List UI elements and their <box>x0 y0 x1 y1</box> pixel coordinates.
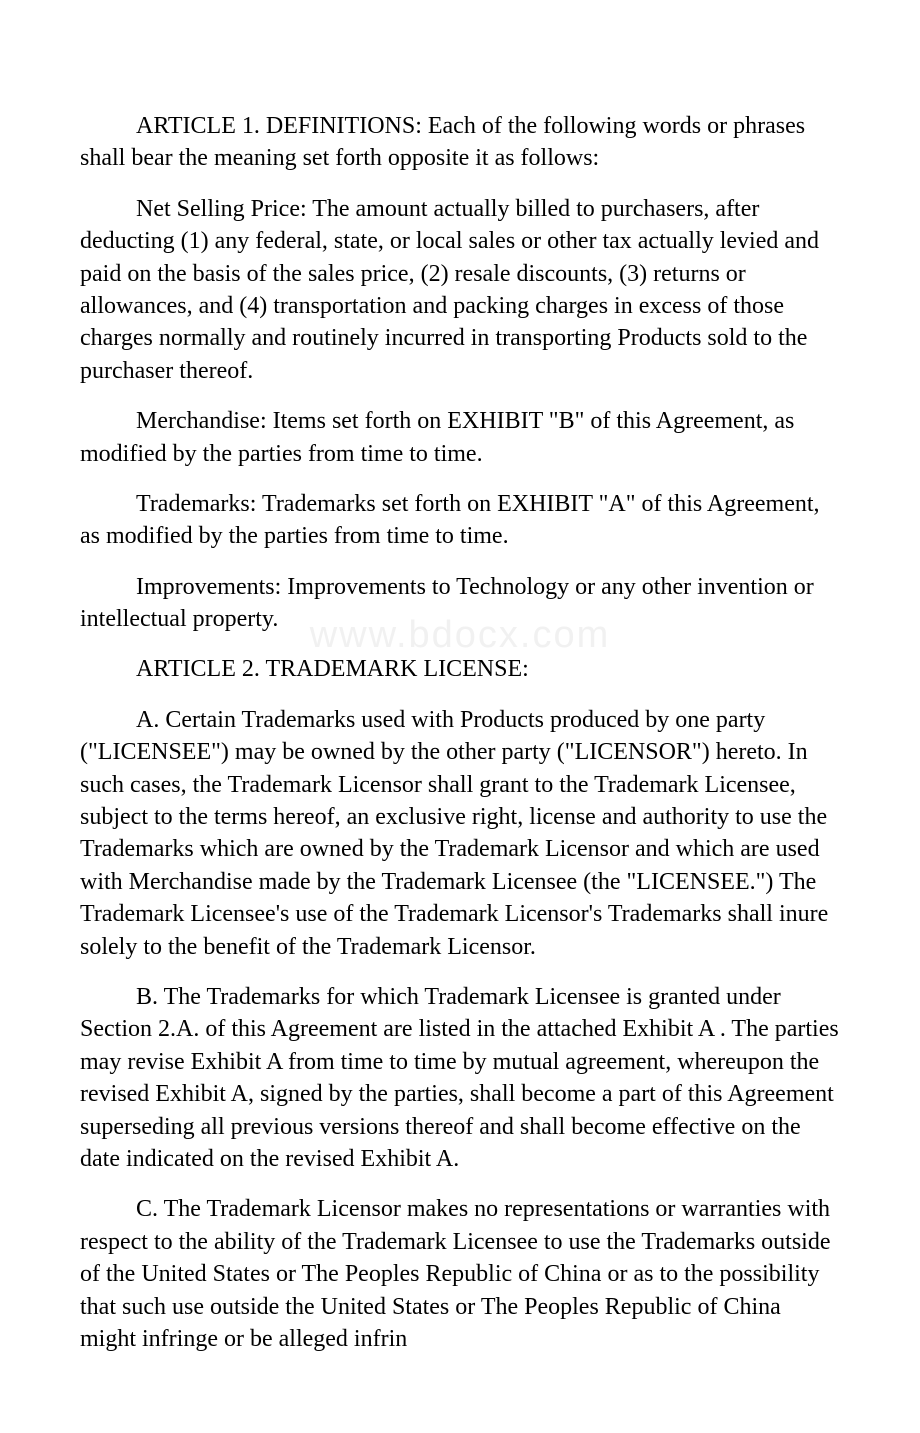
paragraph-merchandise: Merchandise: Items set forth on EXHIBIT … <box>80 405 840 470</box>
paragraph-article-2-trademark-license: ARTICLE 2. TRADEMARK LICENSE: <box>80 653 840 685</box>
paragraph-net-selling-price: Net Selling Price: The amount actually b… <box>80 193 840 387</box>
paragraph-improvements: Improvements: Improvements to Technology… <box>80 571 840 636</box>
document-content: ARTICLE 1. DEFINITIONS: Each of the foll… <box>80 110 840 1355</box>
paragraph-section-2a: A. Certain Trademarks used with Products… <box>80 704 840 963</box>
paragraph-trademarks: Trademarks: Trademarks set forth on EXHI… <box>80 488 840 553</box>
paragraph-section-2b: B. The Trademarks for which Trademark Li… <box>80 981 840 1175</box>
paragraph-section-2c: C. The Trademark Licensor makes no repre… <box>80 1193 840 1355</box>
paragraph-article-1-definitions: ARTICLE 1. DEFINITIONS: Each of the foll… <box>80 110 840 175</box>
